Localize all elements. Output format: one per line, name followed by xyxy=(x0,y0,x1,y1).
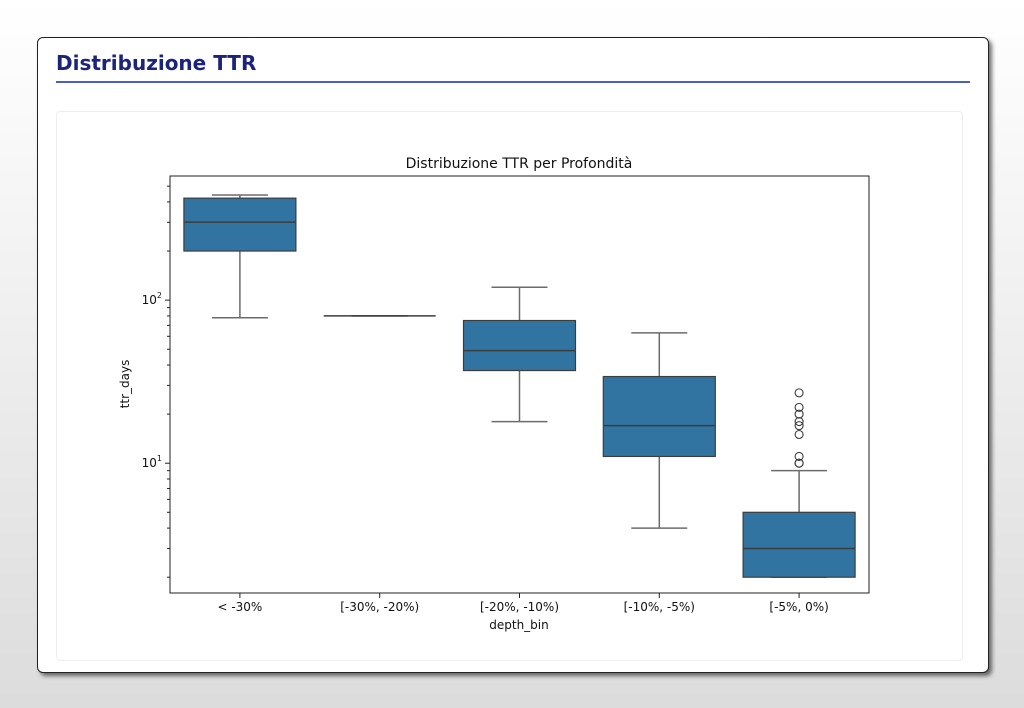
outlier-point xyxy=(794,451,804,462)
box-group-3 xyxy=(602,332,716,529)
outlier-point xyxy=(794,388,804,398)
x-tick-label: [-30%, -20%) xyxy=(340,600,419,614)
outlier-point xyxy=(794,402,804,412)
x-tick-label: [-5%, 0%) xyxy=(769,600,828,614)
box-group-4 xyxy=(742,388,856,578)
box-iqr xyxy=(183,197,297,252)
chart-card: Distribuzione TTR xyxy=(37,37,989,673)
x-axis-label: depth_bin xyxy=(489,618,548,632)
box-group-2 xyxy=(462,286,577,423)
x-tick-label: [-20%, -10%) xyxy=(480,600,559,614)
box-group-0 xyxy=(183,194,297,319)
outlier-point xyxy=(794,429,804,440)
y-axis-label: ttr_days xyxy=(118,360,132,409)
outlier-point xyxy=(794,417,804,427)
y-tick-label: 101 xyxy=(142,454,162,470)
plot-frame xyxy=(169,175,870,594)
outlier-point xyxy=(794,421,804,431)
y-tick-label: 102 xyxy=(142,291,162,307)
box-iqr xyxy=(742,511,856,578)
box-iqr xyxy=(602,375,716,458)
section-title: Distribuzione TTR xyxy=(56,51,257,75)
chart-title: Distribuzione TTR per Profondità xyxy=(406,156,633,172)
x-tick-label: [-10%, -5%) xyxy=(624,600,695,614)
title-divider xyxy=(56,81,970,83)
x-tick-label: < -30% xyxy=(217,600,262,614)
outlier-point xyxy=(794,458,804,468)
box-iqr xyxy=(462,319,577,372)
